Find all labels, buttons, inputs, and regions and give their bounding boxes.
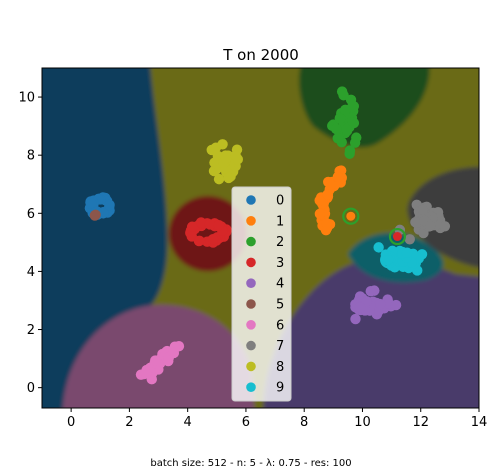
point-class-2 xyxy=(338,90,349,101)
point-class-8 xyxy=(220,153,232,164)
point-class-2 xyxy=(341,124,353,135)
legend-marker-9 xyxy=(246,382,256,393)
legend-marker-5 xyxy=(246,299,256,309)
point-class-6 xyxy=(168,347,180,359)
highlight-point-0 xyxy=(346,211,356,221)
point-class-0 xyxy=(86,198,97,209)
point-class-3 xyxy=(207,233,219,245)
x-tick-label-8: 8 xyxy=(300,415,308,430)
point-class-7 xyxy=(404,234,415,245)
point-class-4 xyxy=(354,302,366,313)
point-class-9 xyxy=(401,247,413,258)
point-class-4 xyxy=(390,299,402,311)
point-class-2 xyxy=(344,148,355,159)
point-class-4 xyxy=(361,296,372,307)
legend-label-8: 8 xyxy=(276,360,284,375)
legend-marker-2 xyxy=(246,236,256,247)
legend-marker-0 xyxy=(246,195,256,205)
point-class-1 xyxy=(325,179,336,191)
point-class-3 xyxy=(213,219,225,231)
x-tick-label-6: 6 xyxy=(242,415,250,430)
legend-marker-6 xyxy=(246,320,256,330)
y-tick-label-0: 0 xyxy=(27,381,35,396)
point-class-7 xyxy=(439,221,451,232)
x-tick-label-10: 10 xyxy=(354,415,371,430)
legend-label-6: 6 xyxy=(276,318,284,333)
point-class-1 xyxy=(321,217,332,229)
point-class-8 xyxy=(230,150,241,161)
point-class-1 xyxy=(314,208,326,220)
y-tick-label-2: 2 xyxy=(27,323,35,338)
scatter-points xyxy=(84,86,451,385)
legend-marker-7 xyxy=(246,340,256,351)
point-class-1 xyxy=(322,189,333,200)
highlight-ring-2 xyxy=(380,251,398,269)
highlighted-points xyxy=(342,207,407,269)
region-3 xyxy=(168,195,248,272)
legend-label-7: 7 xyxy=(276,339,284,354)
y-tick-label-8: 8 xyxy=(27,149,35,164)
point-class-2 xyxy=(348,101,360,112)
legend: 0 1 2 3 4 5 6 7 8 9 xyxy=(231,186,292,402)
legend-label-0: 0 xyxy=(276,194,284,209)
y-tick-label-10: 10 xyxy=(18,91,35,106)
point-class-9 xyxy=(373,242,384,253)
chart-caption: batch size: 512 - n: 5 - λ: 0.75 - res: … xyxy=(150,458,351,469)
point-class-6 xyxy=(150,355,161,366)
x-tick-label-12: 12 xyxy=(412,415,429,430)
point-class-4 xyxy=(350,313,361,325)
legend-marker-3 xyxy=(246,257,256,268)
point-class-6 xyxy=(141,368,152,379)
point-class-2 xyxy=(330,123,342,135)
point-class-4 xyxy=(369,285,380,296)
point-class-7 xyxy=(411,217,423,228)
point-class-2 xyxy=(333,132,344,144)
point-class-2 xyxy=(351,132,362,143)
point-class-0 xyxy=(104,199,115,211)
highlight-point-1 xyxy=(392,232,402,242)
legend-label-5: 5 xyxy=(276,298,284,313)
legend-label-9: 9 xyxy=(276,381,284,396)
point-class-9 xyxy=(387,245,398,257)
y-tick-label-6: 6 xyxy=(27,207,35,222)
plot-frame xyxy=(41,67,480,409)
region-4 xyxy=(263,258,479,408)
point-class-2 xyxy=(348,117,360,129)
region-0 xyxy=(42,68,168,408)
legend-label-4: 4 xyxy=(276,277,284,292)
chart-title: T on 2000 xyxy=(222,46,299,64)
legend-marker-1 xyxy=(246,216,256,226)
point-class-7 xyxy=(425,220,436,232)
point-class-8 xyxy=(213,173,225,185)
highlight-ring-0 xyxy=(342,207,360,225)
point-class-4 xyxy=(375,298,386,310)
point-class-3 xyxy=(193,235,205,247)
point-class-2 xyxy=(334,113,346,124)
point-class-8 xyxy=(223,172,234,184)
point-class-3 xyxy=(204,219,216,230)
legend-marker-8 xyxy=(246,361,256,372)
x-tick-label-0: 0 xyxy=(67,415,75,430)
y-axis: 0 2 4 6 8 10 xyxy=(18,91,42,396)
point-class-2 xyxy=(340,104,351,116)
point-class-8 xyxy=(217,139,228,150)
y-tick-label-4: 4 xyxy=(27,265,35,280)
x-tick-label-2: 2 xyxy=(125,415,133,430)
x-tick-label-4: 4 xyxy=(184,415,192,430)
point-class-3 xyxy=(195,217,207,228)
legend-label-1: 1 xyxy=(276,214,284,229)
legend-marker-4 xyxy=(246,278,256,289)
point-class-1 xyxy=(332,171,344,182)
point-class-3 xyxy=(186,221,198,232)
x-axis: 0 2 4 6 8 10 12 14 xyxy=(67,408,487,430)
point-class-7 xyxy=(417,204,429,215)
highlight-ring-1 xyxy=(388,227,407,246)
point-class-5 xyxy=(89,210,101,221)
x-tick-label-14: 14 xyxy=(471,415,488,430)
highlight-point-2 xyxy=(384,255,394,265)
legend-label-2: 2 xyxy=(276,235,284,250)
legend-label-3: 3 xyxy=(276,256,284,271)
